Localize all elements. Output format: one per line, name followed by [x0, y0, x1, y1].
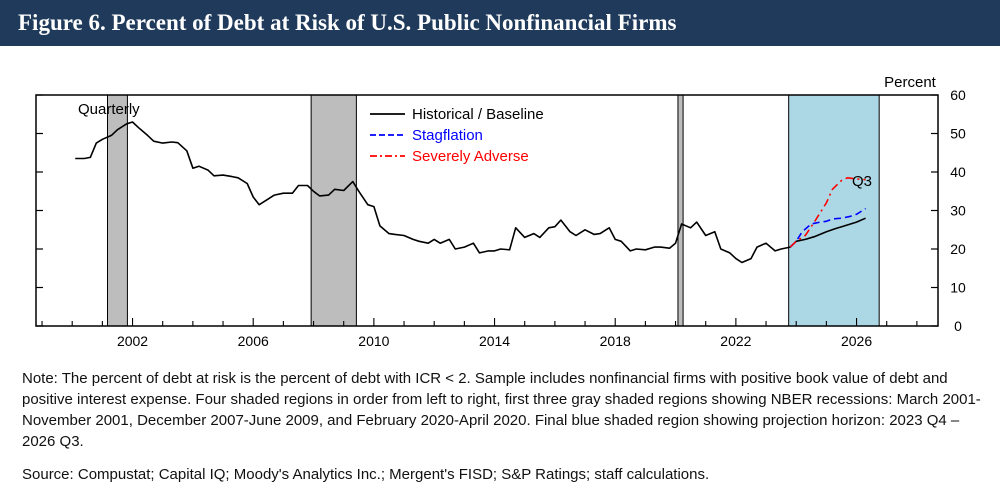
recession-region-3 — [677, 94, 684, 327]
y-tick-label-0: 0 — [954, 318, 962, 334]
note-text: Note: The percent of debt at risk is the… — [22, 370, 981, 450]
x-tick-label-2026: 2026 — [841, 333, 872, 349]
series-line-3 — [789, 177, 866, 248]
y-tick-label-40: 40 — [950, 164, 966, 180]
series-line-2 — [789, 207, 867, 248]
legend-label-2: Stagflation — [412, 127, 483, 144]
legend-label-1: Historical / Baseline — [412, 106, 544, 123]
y-axis-title: Percent — [884, 74, 937, 91]
x-tick-label-2006: 2006 — [238, 333, 269, 349]
x-tick-label-2014: 2014 — [479, 333, 510, 349]
y-tick-label-60: 60 — [950, 87, 966, 103]
y-tick-label-30: 30 — [950, 203, 966, 219]
x-tick-label-2002: 2002 — [117, 333, 148, 349]
recession-region-2 — [310, 94, 357, 327]
projection-region-4 — [788, 94, 880, 327]
x-tick-label-2010: 2010 — [358, 333, 389, 349]
y-axis: 0 10 20 30 40 50 60 — [36, 87, 966, 334]
series-line-1 — [75, 121, 866, 264]
y-tick-label-20: 20 — [950, 241, 966, 257]
y-tick-label-10: 10 — [950, 280, 966, 296]
end-label: Q3 — [852, 173, 872, 190]
series-lines — [75, 121, 867, 264]
frequency-label: Quarterly — [78, 101, 140, 118]
source-text: Source: Compustat; Capital IQ; Moody's A… — [22, 466, 710, 483]
x-tick-label-2018: 2018 — [600, 333, 631, 349]
legend: Historical / Baseline Stagflation Severely… — [370, 106, 544, 165]
y-tick-label-50: 50 — [950, 126, 966, 142]
legend-label-3: Severely Adverse — [412, 148, 529, 165]
shaded-regions — [106, 94, 880, 327]
x-axis: 2002 2006 2010 2014 2018 2022 2026 — [41, 318, 918, 349]
figure-title: Figure 6. Percent of Debt at Risk of U.S… — [0, 0, 1000, 46]
x-tick-label-2022: 2022 — [720, 333, 751, 349]
